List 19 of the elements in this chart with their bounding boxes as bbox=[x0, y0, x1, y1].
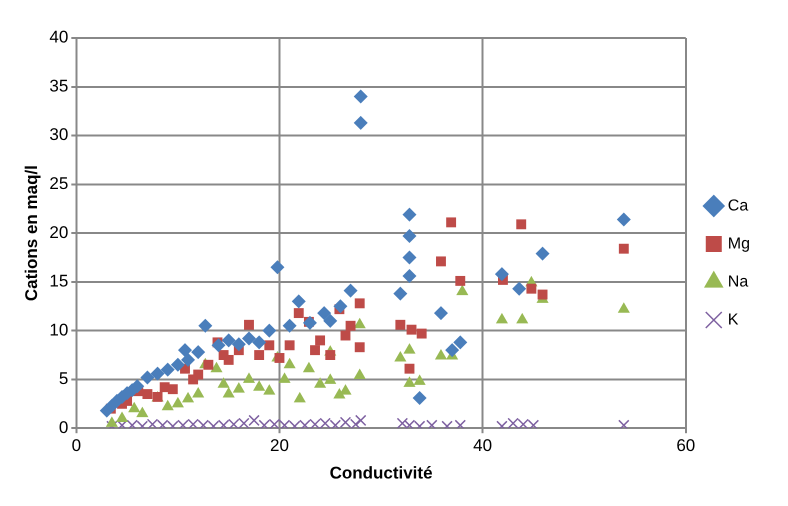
x-tick-label: 40 bbox=[473, 436, 492, 456]
legend-label: K bbox=[728, 311, 739, 328]
y-tick-label: 10 bbox=[49, 320, 68, 340]
y-tick-label: 0 bbox=[58, 418, 68, 437]
y-tick-label: 25 bbox=[49, 174, 68, 194]
y-tick-label: 30 bbox=[49, 125, 68, 144]
y-axis-title: Cations en maq/l bbox=[22, 165, 41, 302]
y-tick-label: 15 bbox=[49, 272, 68, 291]
legend-label: Ca bbox=[728, 197, 748, 214]
x-axis-title: Conductivité bbox=[330, 463, 433, 482]
x-tick-label: 0 bbox=[72, 436, 82, 456]
x-tick-label: 60 bbox=[676, 436, 696, 456]
y-tick-label: 5 bbox=[58, 369, 68, 388]
y-tick-label: 35 bbox=[49, 76, 68, 96]
legend-label: Na bbox=[728, 273, 748, 290]
legend-label: Mg bbox=[728, 235, 750, 252]
y-tick-label: 20 bbox=[49, 222, 68, 242]
y-tick-label: 40 bbox=[49, 28, 68, 47]
x-tick-label: 20 bbox=[270, 436, 289, 456]
